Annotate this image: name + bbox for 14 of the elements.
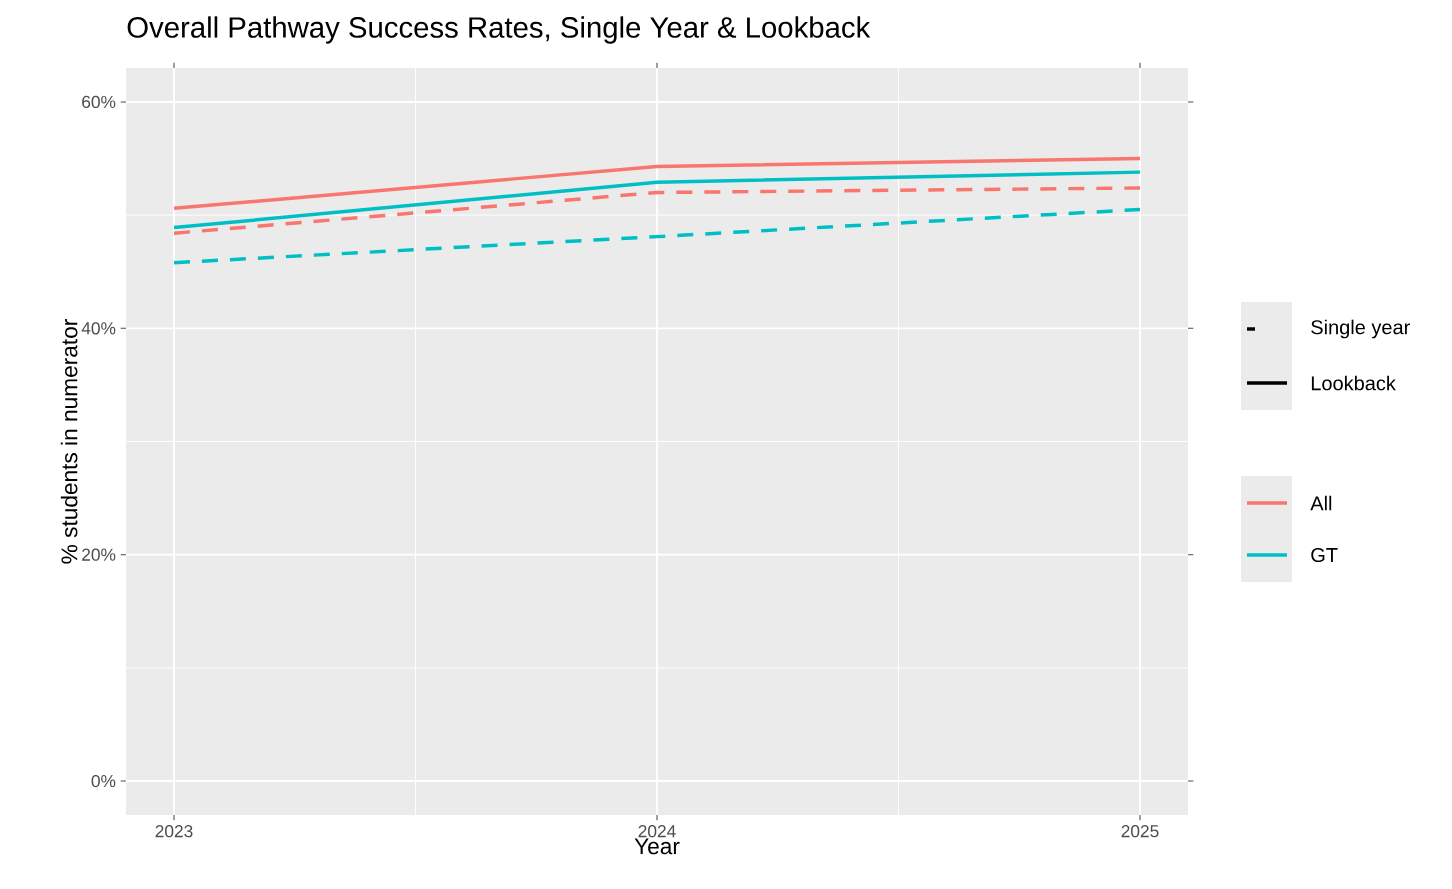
y-tick-label: 20% (82, 548, 116, 561)
x-tick-label: 2025 (1121, 825, 1159, 838)
y-tick-label: 60% (82, 95, 116, 109)
x-axis-title: Year (634, 838, 680, 855)
legend-label: All (1310, 495, 1332, 511)
x-tick-label: 2023 (155, 825, 193, 838)
y-tick-label: 40% (81, 322, 116, 335)
y-axis-title: % students in numerator (60, 319, 78, 564)
text: Single year (1311, 319, 1410, 339)
x-tick-label: 2024 (638, 825, 676, 838)
y-tick-label: 0% (91, 774, 116, 788)
chart-title: Overall Pathway Success Rates, Single Year & Lookback (127, 16, 871, 44)
legend-label: GT (1311, 547, 1338, 563)
text: Lookback (1311, 375, 1396, 391)
